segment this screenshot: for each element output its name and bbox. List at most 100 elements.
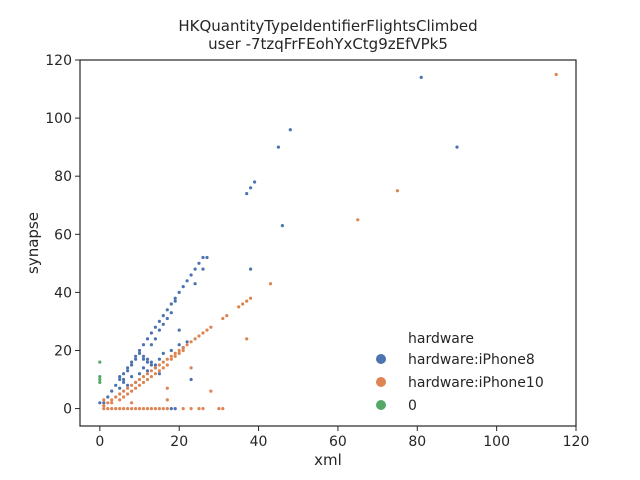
point-s1-21 xyxy=(217,407,221,411)
point-s1-69 xyxy=(102,398,106,402)
point-s1-43 xyxy=(181,346,185,350)
point-s0-53 xyxy=(137,372,142,376)
point-s1-75 xyxy=(221,316,225,321)
point-s0-8 xyxy=(130,360,134,364)
point-s1-81 xyxy=(245,337,249,341)
point-s0-60 xyxy=(169,348,173,353)
point-s0-74 xyxy=(276,145,280,149)
point-s1-38 xyxy=(161,360,165,364)
point-s0-33 xyxy=(137,351,142,355)
point-s1-36 xyxy=(153,366,157,370)
point-s1-20 xyxy=(201,407,205,411)
legend-marker-0 xyxy=(376,354,386,364)
point-s1-56 xyxy=(134,386,138,390)
point-s1-0 xyxy=(102,407,106,411)
point-s0-69 xyxy=(169,407,173,411)
point-s1-35 xyxy=(149,369,153,373)
point-s2-3 xyxy=(98,380,102,384)
point-s0-24 xyxy=(193,267,197,271)
legend-title: hardware xyxy=(408,331,474,347)
point-s2-0 xyxy=(98,360,102,364)
point-s0-5 xyxy=(118,377,122,382)
y-axis-label: synapse xyxy=(24,212,42,274)
point-s0-6 xyxy=(122,372,126,376)
point-s1-13 xyxy=(153,407,157,411)
point-s1-67 xyxy=(177,351,181,355)
point-s0-39 xyxy=(161,322,165,326)
point-s1-14 xyxy=(157,407,161,411)
point-s1-34 xyxy=(145,372,150,376)
point-s1-65 xyxy=(169,357,173,361)
point-s0-36 xyxy=(149,343,153,347)
point-s1-47 xyxy=(197,334,201,338)
point-s0-62 xyxy=(141,357,146,361)
point-s1-7 xyxy=(130,407,134,411)
points-layer xyxy=(98,72,558,411)
point-s1-80 xyxy=(249,296,253,300)
point-s1-39 xyxy=(165,357,169,361)
legend-label-0: hardware:iPhone8 xyxy=(408,352,535,368)
point-s1-4 xyxy=(118,407,122,411)
point-s0-63 xyxy=(145,360,150,364)
point-s1-66 xyxy=(173,354,177,358)
point-s1-11 xyxy=(145,407,150,411)
point-s0-43 xyxy=(177,328,181,332)
point-s0-61 xyxy=(177,343,181,347)
point-s1-52 xyxy=(118,398,122,402)
x-tick-label-0: 0 xyxy=(95,434,104,450)
x-tick-label-1: 20 xyxy=(170,434,188,450)
y-tick-label-2: 40 xyxy=(54,285,72,301)
point-s1-59 xyxy=(145,377,150,382)
point-s0-71 xyxy=(249,186,253,190)
point-s0-58 xyxy=(157,357,161,361)
x-axis-label: xml xyxy=(314,451,342,469)
point-s1-19 xyxy=(197,407,201,411)
point-s1-53 xyxy=(122,395,126,399)
point-s1-25 xyxy=(110,398,114,402)
point-s0-57 xyxy=(153,363,157,367)
point-s1-26 xyxy=(114,395,118,399)
point-s0-46 xyxy=(193,282,197,286)
point-s1-40 xyxy=(169,354,173,358)
point-s1-28 xyxy=(122,389,126,393)
point-s0-29 xyxy=(122,377,126,382)
point-s1-15 xyxy=(161,407,165,411)
point-s1-51 xyxy=(110,401,114,405)
point-s1-45 xyxy=(189,340,193,344)
point-s0-28 xyxy=(118,375,122,379)
point-s1-79 xyxy=(245,299,249,303)
point-s0-38 xyxy=(157,328,161,332)
point-s0-27 xyxy=(205,255,209,260)
point-s2-2 xyxy=(98,377,102,382)
point-s0-30 xyxy=(126,369,130,373)
point-s1-6 xyxy=(126,407,130,411)
point-s0-1 xyxy=(102,401,106,405)
point-s1-27 xyxy=(118,392,122,396)
point-s1-82 xyxy=(268,282,273,286)
point-s0-3 xyxy=(110,389,114,393)
point-s1-77 xyxy=(237,305,241,309)
point-s1-29 xyxy=(126,386,130,390)
point-s1-61 xyxy=(153,372,157,376)
point-s0-59 xyxy=(161,351,165,355)
point-s0-0 xyxy=(98,401,102,405)
x-ticks: 0 20 40 60 80 100 120 xyxy=(95,426,589,450)
point-s1-84 xyxy=(395,189,399,193)
y-tick-label-0: 0 xyxy=(63,402,72,418)
point-s0-68 xyxy=(173,407,177,411)
point-s1-63 xyxy=(161,366,165,370)
point-s0-66 xyxy=(157,372,161,376)
point-s1-58 xyxy=(141,380,146,384)
point-s0-23 xyxy=(189,273,193,277)
y-tick-label-3: 60 xyxy=(54,227,72,243)
point-s0-40 xyxy=(165,316,169,321)
x-tick-label-4: 80 xyxy=(408,434,426,450)
y-ticks: 0 20 40 60 80 100 120 xyxy=(45,53,80,418)
point-s0-18 xyxy=(169,302,173,306)
point-s1-18 xyxy=(189,407,193,411)
point-s1-24 xyxy=(106,401,110,405)
point-s0-10 xyxy=(137,348,142,353)
point-s1-33 xyxy=(141,375,146,379)
point-s0-45 xyxy=(185,340,189,344)
